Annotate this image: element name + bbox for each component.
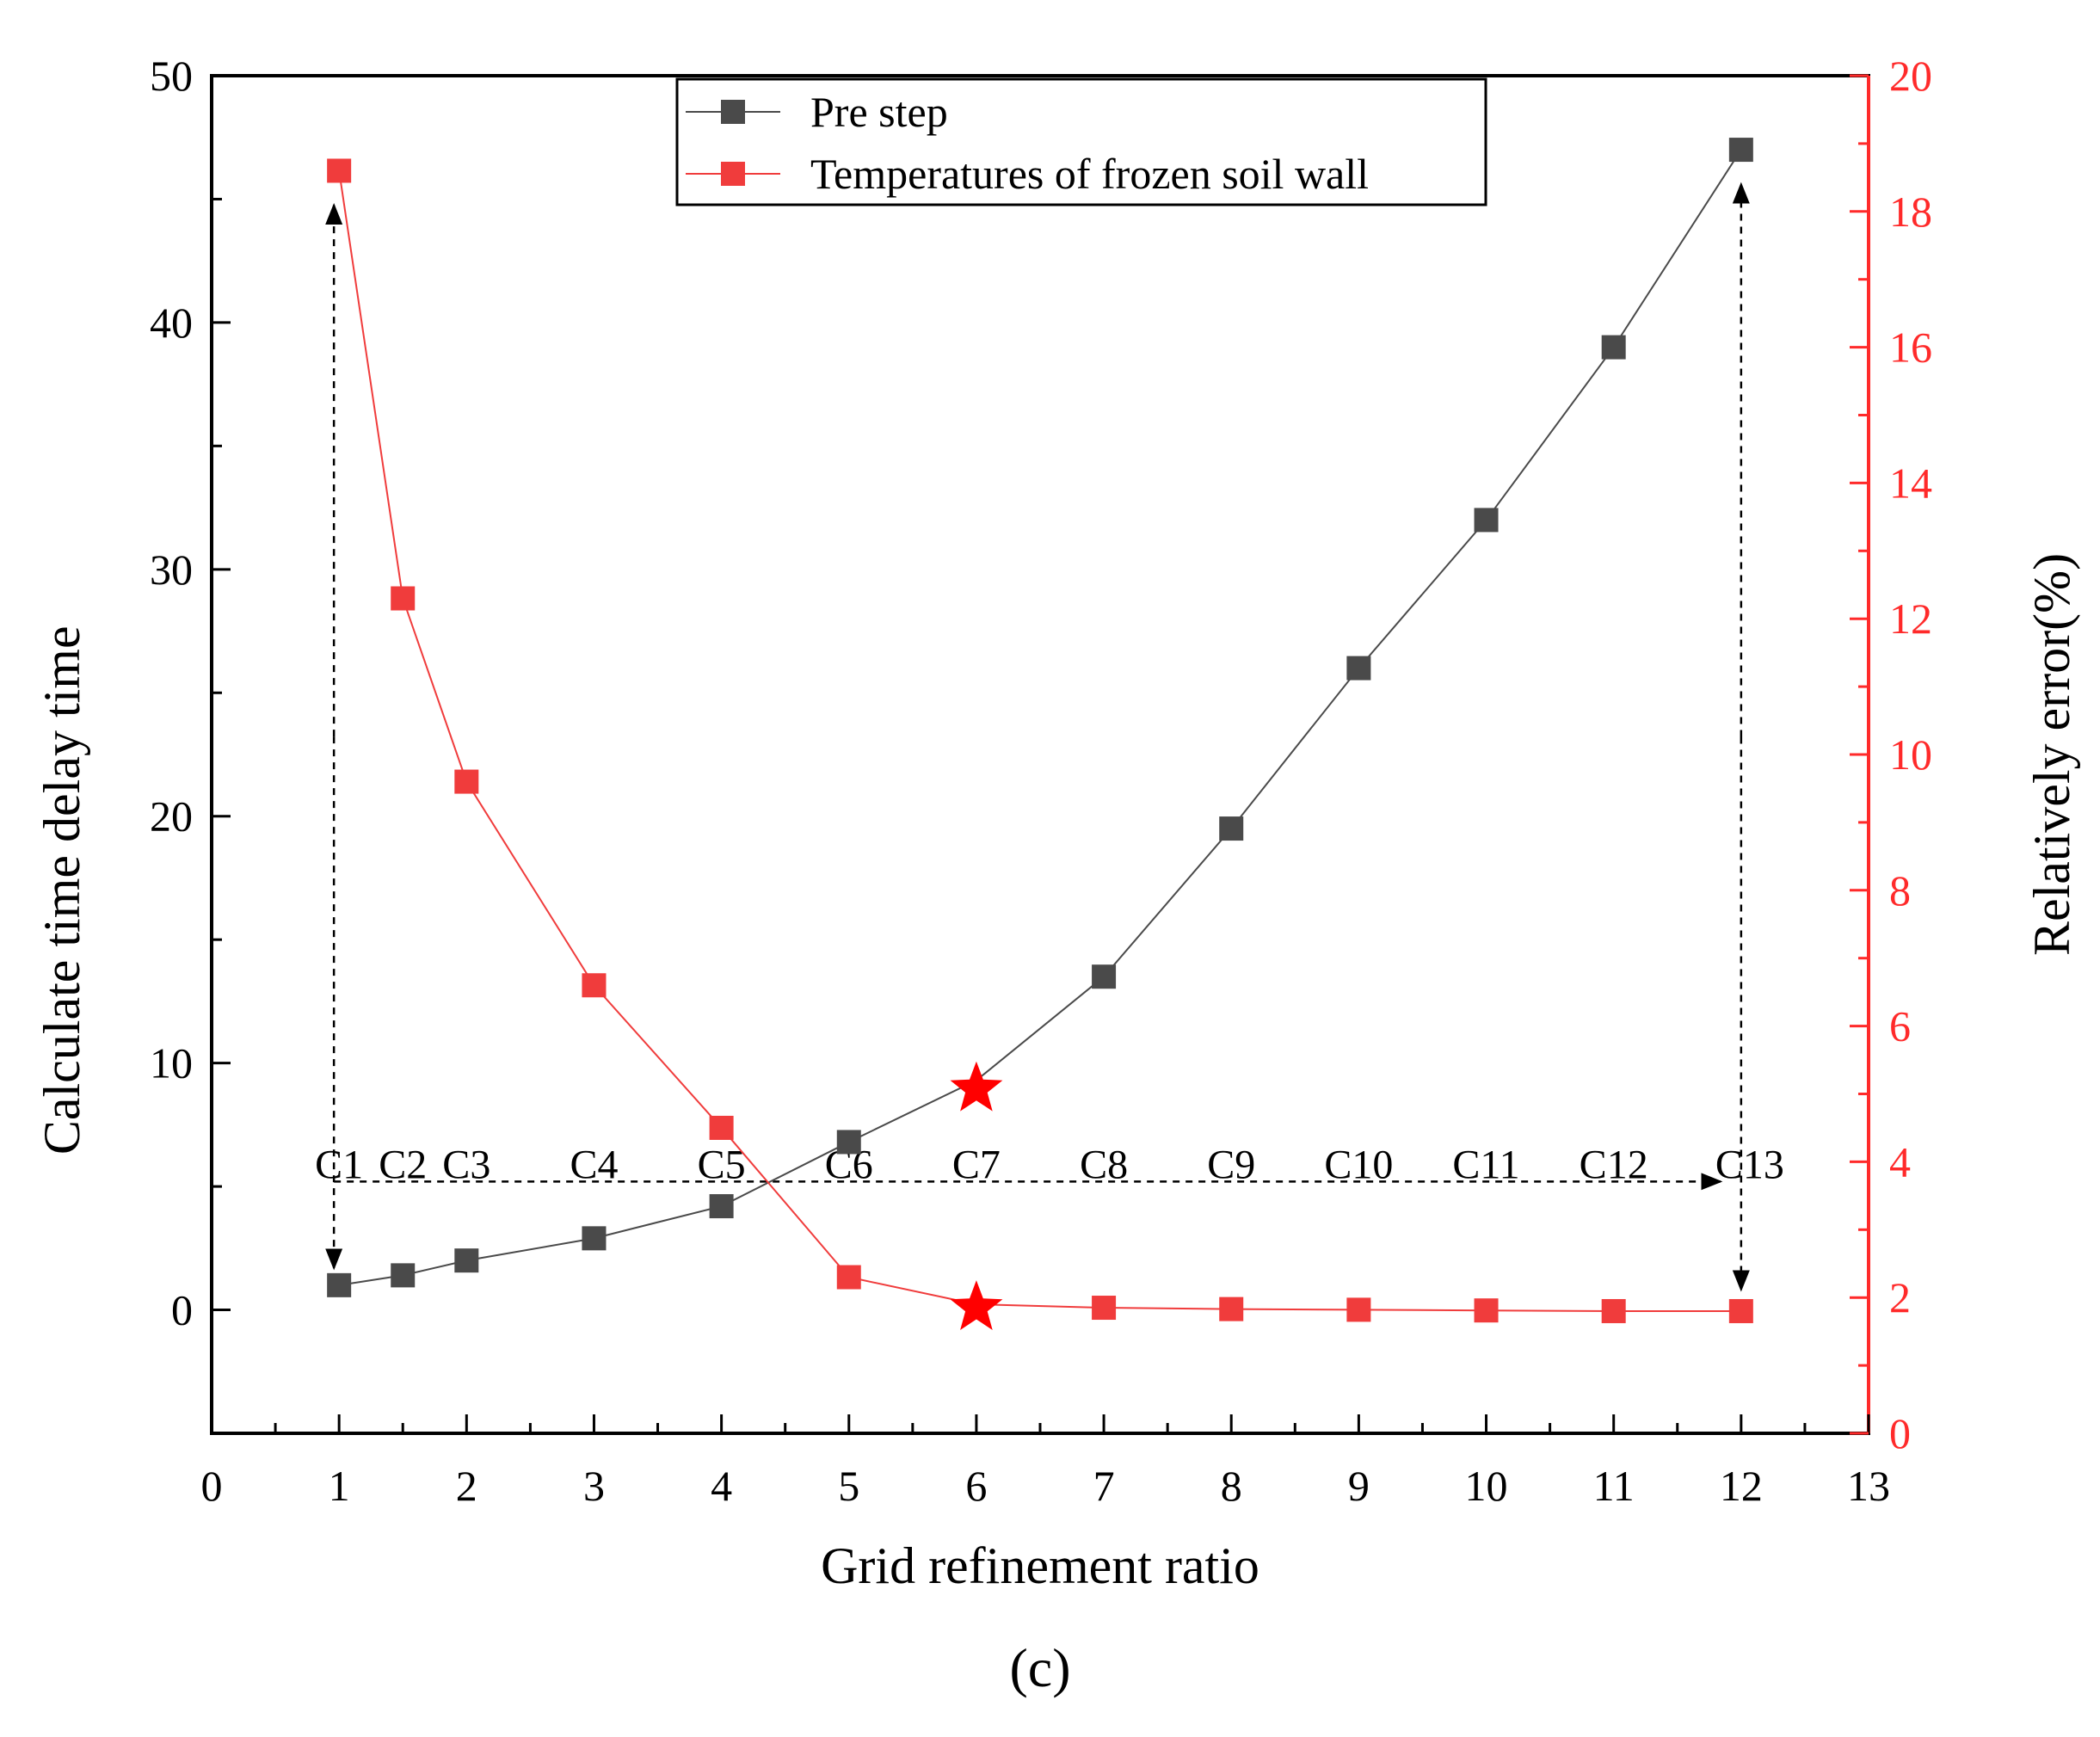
y-tick-label: 20	[150, 792, 193, 841]
data-point	[582, 973, 607, 998]
y2-tick-label: 16	[1889, 323, 1932, 372]
x-tick-label: 3	[583, 1462, 605, 1510]
x-tick-label: 10	[1465, 1462, 1508, 1510]
y-axis-right-title: Relatively error(%)	[2023, 553, 2080, 956]
cell-label: C3	[442, 1142, 490, 1187]
legend: Pre step Temperatures of frozen soil wall	[675, 77, 1487, 206]
cell-label: C8	[1080, 1142, 1128, 1187]
x-axis: 0 1 2 3 4 5 6 7 8 9 10 11 12 13	[201, 1414, 1890, 1510]
data-point	[327, 1272, 352, 1297]
x-axis-title: Grid refinement ratio	[821, 1537, 1259, 1594]
cell-label: C7	[952, 1142, 1001, 1187]
data-point	[1346, 656, 1371, 681]
highlight-star-right	[950, 1280, 1003, 1330]
x-tick-label: 5	[838, 1462, 859, 1510]
y2-tick-label: 12	[1889, 594, 1932, 643]
x-tick-label: 4	[711, 1462, 732, 1510]
cell-label: C11	[1452, 1142, 1519, 1187]
data-point	[1092, 964, 1117, 989]
data-point	[709, 1194, 734, 1219]
x-tick-label: 8	[1221, 1462, 1242, 1510]
x-tick-label: 9	[1348, 1462, 1370, 1510]
x-tick-label: 1	[329, 1462, 350, 1510]
x-tick-label: 12	[1720, 1462, 1763, 1510]
data-point	[1219, 816, 1244, 841]
y-axis-left: 0 10 20 30 40 50	[150, 52, 231, 1435]
cell-label: C9	[1207, 1142, 1255, 1187]
cell-label: C5	[698, 1142, 746, 1187]
data-point	[836, 1130, 861, 1155]
data-point	[836, 1265, 861, 1290]
cell-label: C12	[1580, 1142, 1648, 1187]
x-tick-label: 6	[965, 1462, 987, 1510]
y-tick-label: 0	[171, 1286, 193, 1334]
data-point	[1092, 1296, 1117, 1321]
legend-marker	[721, 100, 745, 124]
cell-label: C13	[1715, 1142, 1784, 1187]
y2-tick-label: 2	[1889, 1273, 1911, 1321]
plot-area	[210, 74, 1870, 1435]
highlight-layer	[950, 1061, 1003, 1330]
data-point	[582, 1226, 607, 1251]
cell-labels: C1 C2 C3 C4 C5 C6 C7 C8 C9 C10 C11 C12 C13	[315, 1142, 1784, 1187]
cell-label: C2	[379, 1142, 427, 1187]
plot-frame	[210, 74, 1870, 1435]
legend-label: Pre step	[810, 88, 948, 136]
y-tick-label: 30	[150, 545, 193, 594]
y2-tick-label: 14	[1889, 459, 1932, 507]
data-point	[1346, 1297, 1371, 1322]
y2-tick-label: 10	[1889, 730, 1932, 779]
y-axis-left-title: Calculate time delay time	[34, 625, 90, 1155]
y2-tick-label: 4	[1889, 1137, 1911, 1186]
legend-label: Temperatures of frozen soil wall	[810, 150, 1369, 198]
cell-label: C4	[570, 1142, 618, 1187]
data-point	[1474, 508, 1499, 533]
data-point	[391, 1263, 416, 1288]
panel-label: (c)	[1009, 1637, 1070, 1698]
x-tick-label: 2	[456, 1462, 477, 1510]
data-point	[454, 1248, 479, 1273]
y2-tick-label: 18	[1889, 188, 1932, 236]
data-point	[327, 158, 352, 183]
cell-label: C10	[1324, 1142, 1393, 1187]
data-point	[454, 769, 479, 794]
x-tick-label: 11	[1593, 1462, 1635, 1510]
legend-box	[675, 77, 1487, 206]
legend-marker	[721, 162, 745, 186]
data-point	[1728, 138, 1753, 163]
data-point	[1219, 1297, 1244, 1321]
y-axis-right: 0 2 4 6 8 10 12 14 16 18 20	[1850, 52, 1932, 1457]
data-point	[1601, 335, 1626, 360]
y2-tick-label: 8	[1889, 866, 1911, 915]
data-point	[1601, 1298, 1626, 1323]
y2-tick-label: 6	[1889, 1002, 1911, 1050]
y2-tick-label: 20	[1889, 52, 1932, 100]
x-tick-label: 13	[1847, 1462, 1890, 1510]
series-line-1	[339, 149, 1742, 1286]
data-point	[391, 586, 416, 611]
y-tick-label: 40	[150, 299, 193, 347]
annotation-arrows	[325, 182, 1750, 1292]
y2-tick-label: 0	[1889, 1409, 1911, 1457]
data-point	[1474, 1298, 1499, 1323]
y-tick-label: 50	[150, 52, 193, 100]
highlight-star-left	[950, 1061, 1003, 1112]
x-tick-label: 7	[1093, 1462, 1115, 1510]
data-point	[709, 1115, 734, 1140]
series-line-2	[338, 170, 1741, 1312]
cell-label: C1	[315, 1142, 363, 1187]
x-tick-label: 0	[201, 1462, 223, 1510]
data-point	[1728, 1298, 1753, 1323]
y-tick-label: 10	[150, 1039, 193, 1087]
series-layer	[327, 138, 1753, 1323]
